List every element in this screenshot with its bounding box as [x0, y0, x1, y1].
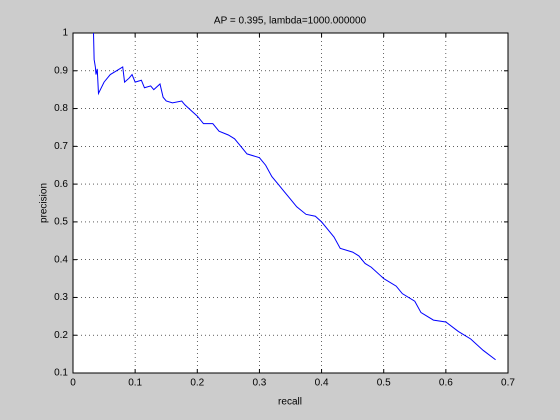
y-tick-label: 0.3	[54, 292, 68, 303]
y-tick-label: 0.2	[54, 330, 68, 341]
axes-box	[72, 32, 509, 374]
x-tick-label: 0	[70, 378, 76, 389]
x-tick-label: 0.2	[190, 378, 204, 389]
y-tick-label: 0.6	[54, 179, 68, 190]
plot-area	[73, 33, 508, 373]
x-axis-label: recall	[278, 397, 302, 408]
y-tick-label: 0.8	[54, 103, 68, 114]
x-tick-label: 0.4	[315, 378, 329, 389]
y-tick-label: 0.7	[54, 141, 68, 152]
x-tick-label: 0.1	[128, 378, 142, 389]
chart-title: AP = 0.395, lambda=1000.000000	[214, 16, 367, 27]
y-tick-label: 0.9	[54, 65, 68, 76]
y-tick-label: 0.5	[54, 217, 68, 228]
y-tick-label: 0.1	[54, 368, 68, 379]
x-tick-label: 0.7	[501, 378, 515, 389]
y-tick-label: 1	[62, 28, 68, 39]
y-axis-label: precision	[39, 183, 50, 223]
x-tick-label: 0.6	[439, 378, 453, 389]
x-tick-label: 0.3	[252, 378, 266, 389]
line-series	[93, 32, 496, 361]
y-tick-label: 0.4	[54, 254, 68, 265]
x-tick-label: 0.5	[377, 378, 391, 389]
